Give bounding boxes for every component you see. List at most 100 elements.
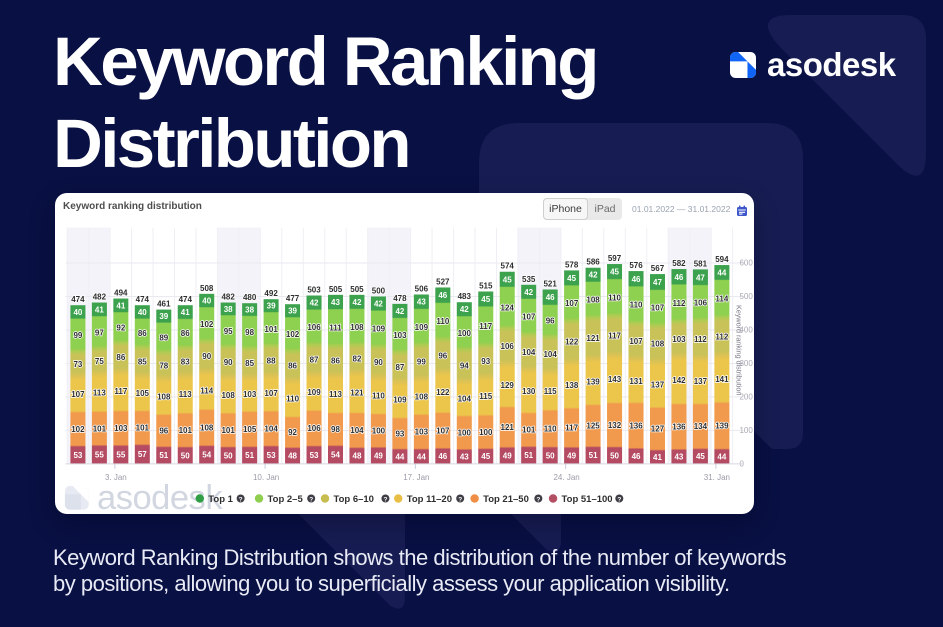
svg-text:50: 50	[546, 451, 555, 460]
svg-text:42: 42	[524, 288, 533, 297]
svg-text:98: 98	[331, 425, 340, 434]
svg-text:105: 105	[243, 425, 257, 434]
svg-text:112: 112	[715, 332, 728, 341]
svg-text:138: 138	[565, 381, 579, 390]
svg-text:49: 49	[503, 451, 512, 460]
svg-text:108: 108	[157, 392, 171, 401]
svg-text:87: 87	[310, 355, 319, 364]
svg-text:586: 586	[586, 258, 600, 267]
svg-text:114: 114	[715, 295, 728, 304]
svg-text:42: 42	[589, 271, 598, 280]
svg-text:106: 106	[501, 342, 515, 351]
svg-text:122: 122	[436, 388, 450, 397]
svg-text:110: 110	[608, 293, 621, 302]
svg-text:93: 93	[395, 429, 404, 438]
svg-text:89: 89	[159, 333, 168, 342]
svg-text:505: 505	[350, 285, 364, 294]
svg-text:134: 134	[694, 422, 708, 431]
svg-text:Top 1: Top 1	[208, 494, 233, 505]
svg-text:85: 85	[245, 359, 254, 368]
svg-text:477: 477	[286, 294, 300, 303]
svg-text:43: 43	[331, 298, 340, 307]
svg-text:104: 104	[458, 394, 472, 403]
svg-text:494: 494	[114, 289, 128, 298]
svg-text:51: 51	[524, 451, 533, 460]
svg-text:124: 124	[501, 303, 515, 312]
svg-text:73: 73	[73, 360, 82, 369]
svg-text:107: 107	[565, 299, 579, 308]
svg-text:107: 107	[629, 337, 643, 346]
svg-text:86: 86	[288, 362, 297, 371]
svg-text:107: 107	[436, 426, 450, 435]
svg-text:99: 99	[73, 331, 82, 340]
svg-text:104: 104	[264, 425, 278, 434]
svg-text:113: 113	[329, 390, 342, 399]
svg-text:Top 21–50: Top 21–50	[483, 494, 529, 505]
svg-text:108: 108	[651, 340, 665, 349]
svg-text:106: 106	[694, 299, 708, 308]
svg-text:103: 103	[243, 390, 257, 399]
svg-text:95: 95	[224, 327, 233, 336]
svg-text:46: 46	[632, 275, 641, 284]
svg-text:567: 567	[651, 264, 665, 273]
svg-text:108: 108	[586, 296, 600, 305]
svg-text:478: 478	[393, 294, 407, 303]
svg-text:112: 112	[672, 299, 685, 308]
svg-text:?: ?	[536, 497, 540, 504]
svg-text:46: 46	[674, 273, 683, 282]
svg-text:114: 114	[200, 386, 213, 395]
svg-text:113: 113	[93, 389, 106, 398]
svg-text:578: 578	[565, 260, 579, 269]
svg-text:78: 78	[159, 361, 168, 370]
svg-text:576: 576	[629, 261, 643, 270]
svg-text:104: 104	[522, 348, 536, 357]
svg-text:53: 53	[310, 451, 319, 460]
svg-text:51: 51	[589, 451, 598, 460]
svg-text:92: 92	[288, 428, 297, 437]
svg-text:45: 45	[503, 275, 512, 284]
svg-text:Top 2–5: Top 2–5	[268, 494, 304, 505]
svg-text:107: 107	[71, 390, 85, 399]
svg-text:505: 505	[329, 285, 343, 294]
svg-text:42: 42	[310, 299, 319, 308]
svg-text:102: 102	[71, 425, 85, 434]
svg-text:581: 581	[694, 259, 708, 268]
svg-text:90: 90	[374, 358, 383, 367]
svg-text:125: 125	[586, 422, 600, 431]
svg-text:101: 101	[179, 426, 193, 435]
svg-text:480: 480	[243, 293, 257, 302]
svg-text:121: 121	[350, 389, 364, 398]
svg-text:109: 109	[415, 323, 429, 332]
svg-text:99: 99	[417, 358, 426, 367]
svg-text:94: 94	[460, 361, 469, 370]
svg-text:93: 93	[481, 357, 490, 366]
svg-text:44: 44	[395, 452, 404, 461]
svg-text:108: 108	[200, 424, 214, 433]
svg-text:110: 110	[630, 301, 643, 310]
svg-text:17. Jan: 17. Jan	[403, 473, 429, 482]
svg-text:582: 582	[672, 259, 686, 268]
svg-text:51: 51	[159, 451, 168, 460]
svg-text:44: 44	[717, 452, 726, 461]
svg-text:600: 600	[739, 259, 753, 268]
svg-text:474: 474	[71, 295, 85, 304]
svg-text:83: 83	[181, 357, 190, 366]
svg-text:139: 139	[586, 378, 600, 387]
svg-text:500: 500	[739, 292, 753, 301]
svg-text:40: 40	[138, 308, 147, 317]
svg-text:105: 105	[136, 389, 150, 398]
svg-text:?: ?	[458, 497, 462, 504]
svg-text:46: 46	[438, 291, 447, 300]
svg-text:102: 102	[286, 330, 300, 339]
svg-text:574: 574	[501, 262, 515, 271]
svg-text:47: 47	[653, 278, 662, 287]
svg-text:106: 106	[307, 424, 321, 433]
svg-text:55: 55	[116, 450, 125, 459]
svg-text:597: 597	[608, 254, 622, 263]
svg-text:101: 101	[264, 325, 278, 334]
svg-text:?: ?	[383, 497, 387, 504]
svg-text:90: 90	[202, 352, 211, 361]
svg-text:57: 57	[138, 450, 147, 459]
svg-text:55: 55	[95, 450, 104, 459]
svg-text:508: 508	[200, 284, 214, 293]
